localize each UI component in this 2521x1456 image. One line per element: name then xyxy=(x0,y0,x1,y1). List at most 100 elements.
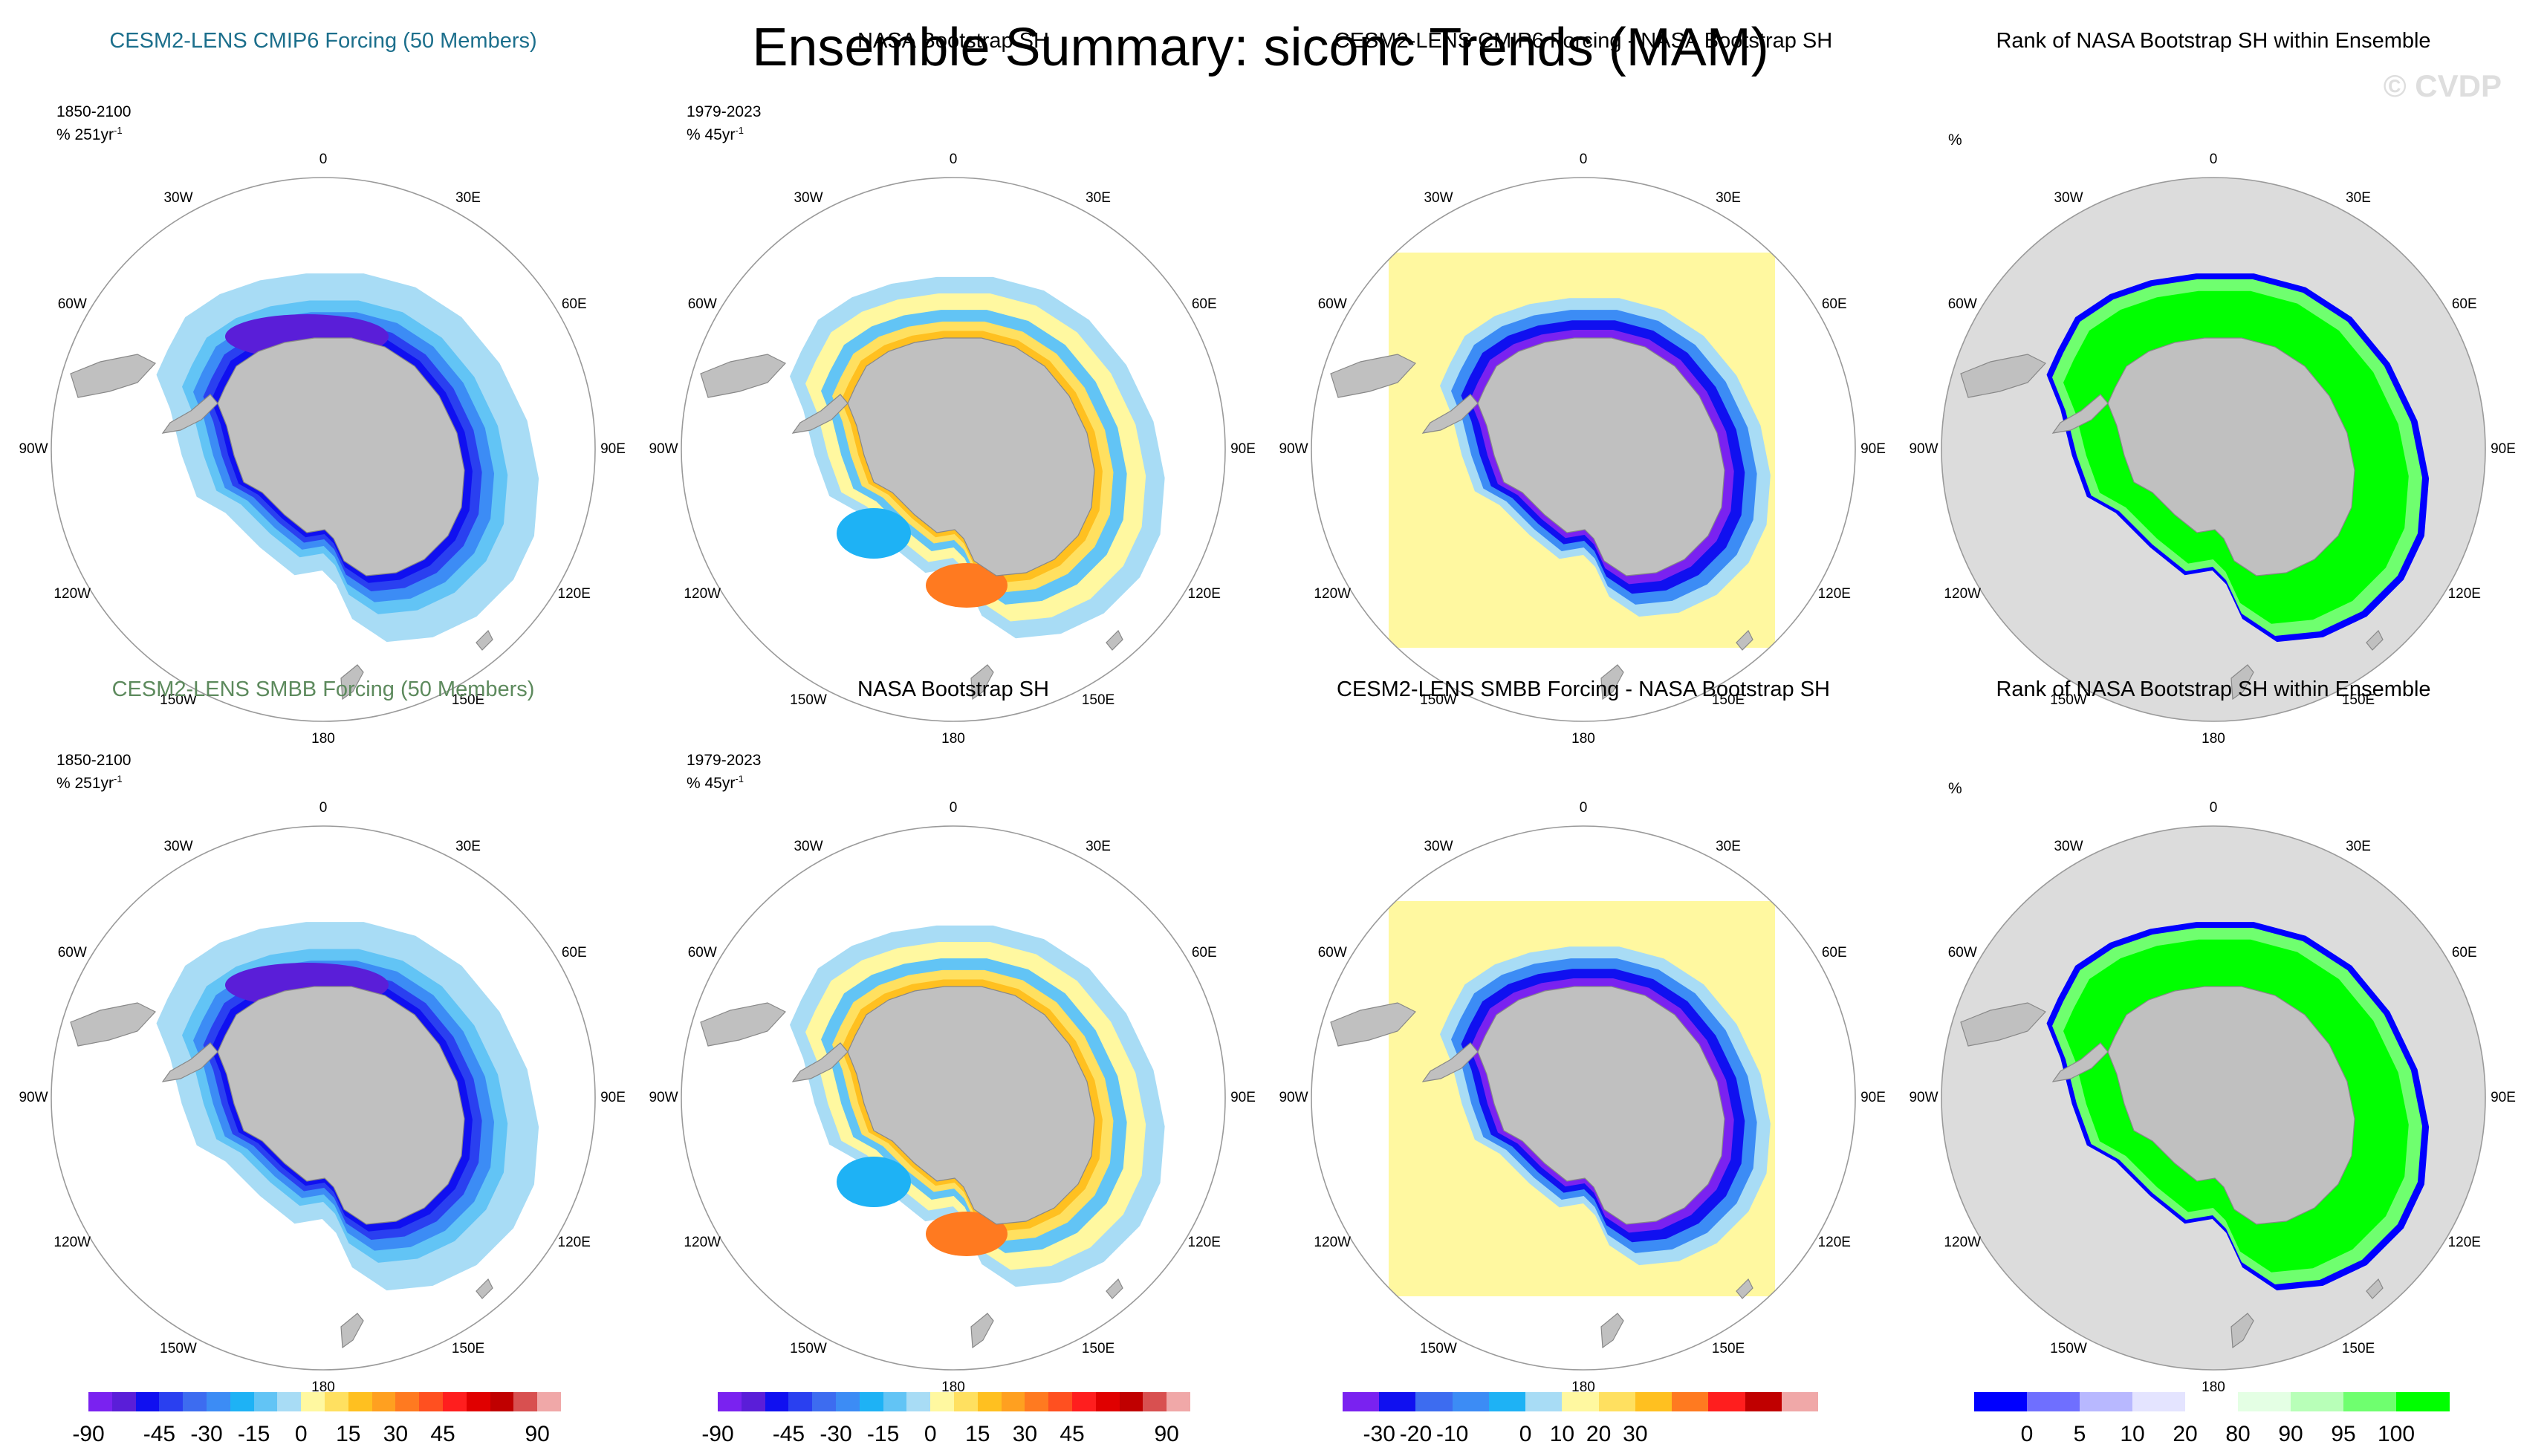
longitude-label: 30W xyxy=(1424,839,1453,855)
panel-period-units: 1850-2100% 251yr-1 xyxy=(56,751,131,793)
colorbar-tick-label: 0 xyxy=(294,1422,308,1446)
colorbar-swatch xyxy=(1452,1392,1490,1411)
south-america-land xyxy=(70,1002,156,1047)
colorbar-swatch xyxy=(513,1392,538,1411)
new-zealand-land xyxy=(2230,664,2254,701)
colorbar: -30 -20 -10 0 10 20 30 xyxy=(1343,1392,1819,1452)
longitude-label: 150E xyxy=(1081,692,1115,708)
longitude-label: 180 xyxy=(311,731,335,747)
longitude-label: 30W xyxy=(163,839,193,855)
colorbar-swatch xyxy=(1672,1392,1709,1411)
longitude-label: 120E xyxy=(557,586,591,602)
colorbar-swatch xyxy=(1708,1392,1746,1411)
colorbar-swatch xyxy=(466,1392,491,1411)
longitude-label: 30W xyxy=(2054,190,2083,207)
colorbar-swatch xyxy=(1025,1392,1049,1411)
colorbar-swatch xyxy=(1343,1392,1380,1411)
south-america-land xyxy=(1330,1002,1416,1047)
colorbar-swatch xyxy=(88,1392,113,1411)
colorbar-swatch xyxy=(490,1392,514,1411)
longitude-label: 150W xyxy=(2050,1340,2087,1356)
colorbar-swatch xyxy=(2343,1392,2397,1411)
colorbar-swatch xyxy=(207,1392,231,1411)
colorbar-tick-label: 30 xyxy=(1623,1422,1648,1446)
colorbar-swatch xyxy=(954,1392,979,1411)
colorbar: -90 -45 -30 -15 0 15 30 45 90 xyxy=(701,1392,1191,1452)
longitude-label: 90W xyxy=(649,1090,678,1105)
map-boundary-circle xyxy=(1941,825,2486,1371)
longitude-label: 0 xyxy=(319,800,328,816)
longitude-label: 150W xyxy=(790,1340,827,1356)
longitude-label: 90E xyxy=(1230,1090,1256,1105)
longitude-label: 120W xyxy=(53,1235,91,1250)
south-america-land xyxy=(70,354,156,398)
trend-coldspot xyxy=(837,508,911,559)
figure-title: Ensemble Summary: siconc Trends (MAM) xyxy=(752,18,1769,77)
south-america-land xyxy=(1960,354,2046,398)
tasmania-land xyxy=(1736,629,1753,651)
longitude-label: 150W xyxy=(1420,692,1457,708)
longitude-label: 30W xyxy=(794,839,823,855)
longitude-label: 150E xyxy=(451,692,485,708)
diff-map xyxy=(1311,825,1856,1371)
longitude-label: 120W xyxy=(684,1235,721,1250)
colorbar-tick-label: -30 xyxy=(820,1422,852,1446)
antarctica-land xyxy=(1477,986,1725,1225)
colorbar-swatch xyxy=(372,1392,396,1411)
units-exponent: -1 xyxy=(735,773,744,784)
antarctica-land xyxy=(217,337,465,576)
longitude-label: 120E xyxy=(2447,586,2481,602)
colorbar-tick-label: -30 xyxy=(190,1422,223,1446)
antarctica-land xyxy=(847,986,1095,1225)
colorbar-tick-label: -45 xyxy=(143,1422,176,1446)
longitude-label: 60E xyxy=(1821,945,1847,961)
longitude-label: 90E xyxy=(2491,1090,2516,1105)
panel-period-units: 1979-2023% 45yr-1 xyxy=(687,751,761,793)
trend-hotspot xyxy=(926,563,1008,608)
units-label: % 251yr-1 xyxy=(56,121,131,144)
longitude-label: 180 xyxy=(941,731,965,747)
longitude-label: 180 xyxy=(2202,1379,2225,1395)
longitude-label: 180 xyxy=(1571,1379,1595,1395)
colorbar-swatch xyxy=(1415,1392,1453,1411)
longitude-label: 0 xyxy=(2209,152,2218,167)
colorbar-tick-label: -15 xyxy=(866,1422,900,1446)
new-zealand-land xyxy=(970,664,994,701)
longitude-label: 30E xyxy=(1716,190,1741,207)
longitude-label: 90W xyxy=(1279,1090,1308,1105)
longitude-label: 90E xyxy=(1230,441,1256,457)
colorbar-tick-label: 90 xyxy=(2278,1422,2303,1446)
longitude-label: 60W xyxy=(1317,945,1347,961)
colorbar-tick-label: 90 xyxy=(1154,1422,1179,1446)
antarctic-peninsula xyxy=(791,394,849,434)
antarctica-land xyxy=(1477,337,1725,576)
colorbar-swatch xyxy=(2080,1392,2133,1411)
colorbar: 0 5 10 20 80 90 95 100 xyxy=(1974,1392,2450,1452)
colorbar-swatch xyxy=(930,1392,955,1411)
longitude-label: 150E xyxy=(2341,692,2375,708)
longitude-label: 60E xyxy=(1191,945,1217,961)
south-america-land xyxy=(1330,354,1416,398)
colorbar-tick-label: 45 xyxy=(430,1422,455,1446)
longitude-label: 0 xyxy=(949,152,958,167)
colorbar-swatch xyxy=(1745,1392,1782,1411)
longitude-label: 60E xyxy=(1821,296,1847,312)
colorbar-swatch xyxy=(1488,1392,1526,1411)
colorbar-swatch xyxy=(1119,1392,1143,1411)
trend-coldspot xyxy=(837,1157,911,1207)
rank-units-label: % xyxy=(1948,131,1962,149)
longitude-label: 90E xyxy=(600,441,626,457)
panel-title: NASA Bootstrap SH xyxy=(857,29,1049,53)
longitude-label: 120E xyxy=(2447,1235,2481,1250)
longitude-label: 30E xyxy=(1086,839,1111,855)
longitude-label: 30E xyxy=(1716,839,1741,855)
colorbar-swatch xyxy=(253,1392,278,1411)
longitude-label: 30W xyxy=(794,190,823,207)
longitude-label: 120W xyxy=(1944,1235,1982,1250)
longitude-label: 150W xyxy=(160,692,197,708)
colorbar-swatch xyxy=(906,1392,931,1411)
colorbar-tick-label: -15 xyxy=(237,1422,270,1446)
colorbar-swatch xyxy=(443,1392,467,1411)
longitude-label: 30W xyxy=(1424,190,1453,207)
longitude-label: 0 xyxy=(2209,800,2218,816)
